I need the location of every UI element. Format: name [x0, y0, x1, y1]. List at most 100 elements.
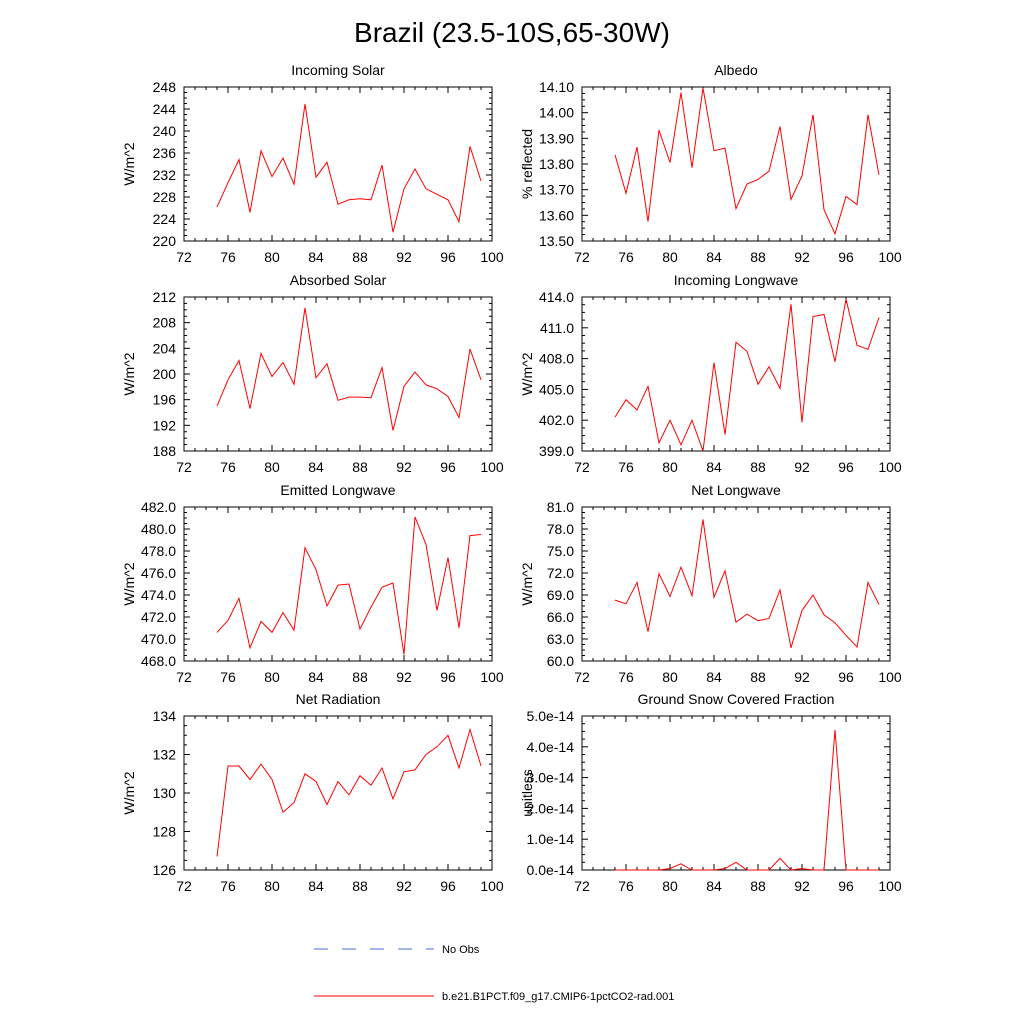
y-axis-label: W/m^2: [519, 562, 535, 605]
y-axis-label: W/m^2: [121, 771, 137, 814]
x-tick-label: 72: [176, 249, 192, 265]
x-tick-label: 84: [706, 669, 722, 685]
y-tick-label: 476.0: [141, 565, 176, 581]
x-tick-label: 100: [878, 878, 902, 894]
y-tick-label: 204: [153, 340, 177, 356]
y-tick-label: 474.0: [141, 587, 176, 603]
x-tick-label: 92: [396, 459, 412, 475]
y-tick-label: 3.0e-14: [527, 770, 575, 786]
x-tick-label: 76: [618, 459, 634, 475]
x-tick-label: 76: [618, 669, 634, 685]
panel-title: Albedo: [714, 62, 758, 78]
x-tick-label: 76: [220, 249, 236, 265]
x-tick-label: 76: [220, 669, 236, 685]
chart-panel-1: Incoming Solar W/m^2 72 76 80 84 88 92 96 100 220 2…: [121, 62, 504, 265]
x-tick-label: 88: [352, 249, 368, 265]
x-tick-label: 80: [662, 878, 678, 894]
x-tick-label: 84: [308, 669, 324, 685]
y-tick-label: 0.0e-14: [527, 862, 575, 878]
x-tick-label: 72: [574, 249, 590, 265]
x-tick-label: 92: [794, 669, 810, 685]
x-tick-label: 80: [662, 669, 678, 685]
x-tick-label: 92: [396, 249, 412, 265]
y-tick-label: 478.0: [141, 543, 176, 559]
plot-frame: [581, 86, 891, 242]
y-tick-label: 192: [153, 417, 177, 433]
y-tick-label: 69.0: [547, 587, 574, 603]
y-tick-label: 13.60: [539, 207, 574, 223]
y-tick-label: 232: [153, 167, 177, 183]
y-tick-label: 5.0e-14: [527, 708, 575, 724]
series-line: [216, 307, 482, 431]
x-tick-label: 96: [440, 249, 456, 265]
x-tick-label: 84: [706, 249, 722, 265]
chart-panel-7: Net Radiation W/m^2 72 76 80 84 88 92 96 100 126 12…: [121, 691, 504, 894]
y-tick-label: 208: [153, 315, 177, 331]
x-tick-label: 72: [176, 459, 192, 475]
series-line: [614, 87, 880, 236]
chart-panel-3: Absorbed Solar W/m^2 72 76 80 84 88 92 96 100 188 1…: [121, 272, 504, 475]
panel-title: Ground Snow Covered Fraction: [638, 691, 835, 707]
x-tick-label: 88: [352, 669, 368, 685]
x-tick-label: 72: [574, 459, 590, 475]
y-axis-label: unitless: [519, 769, 535, 816]
y-axis-label: % reflected: [519, 129, 535, 199]
panel-title: Absorbed Solar: [290, 272, 387, 288]
y-tick-label: 236: [153, 145, 177, 161]
chart-panel-6: Net Longwave W/m^2 72 76 80 84 88 92 96 100 60.0 63…: [519, 482, 902, 685]
x-tick-label: 96: [838, 459, 854, 475]
y-tick-label: 13.90: [539, 130, 574, 146]
chart-panel-8: Ground Snow Covered Fraction unitless 72 76…: [519, 691, 902, 894]
x-tick-label: 96: [440, 459, 456, 475]
y-tick-label: 470.0: [141, 631, 176, 647]
y-tick-label: 14.00: [539, 105, 574, 121]
y-tick-label: 75.0: [547, 543, 574, 559]
legend: No Obs b.e21.B1PCT.f09_g17.CMIP6-1pctCO2…: [314, 944, 674, 1003]
series-line: [216, 516, 482, 655]
y-tick-label: 248: [153, 79, 177, 95]
y-tick-label: 240: [153, 123, 177, 139]
y-tick-label: 411.0: [540, 320, 574, 336]
y-tick-label: 1.0e-14: [527, 831, 575, 847]
y-tick-label: 72.0: [547, 565, 574, 581]
y-tick-label: 63.0: [547, 631, 574, 647]
panel-title: Net Radiation: [296, 691, 381, 707]
x-tick-label: 96: [440, 878, 456, 894]
y-tick-label: 402.0: [539, 412, 574, 428]
x-tick-label: 100: [878, 669, 902, 685]
panel-title: Emitted Longwave: [280, 482, 395, 498]
x-tick-label: 88: [352, 459, 368, 475]
x-tick-label: 100: [878, 459, 902, 475]
x-tick-label: 88: [750, 669, 766, 685]
x-tick-label: 76: [618, 249, 634, 265]
x-tick-label: 92: [794, 878, 810, 894]
y-tick-label: 405.0: [539, 381, 574, 397]
x-tick-label: 80: [264, 459, 280, 475]
x-tick-label: 100: [480, 669, 504, 685]
y-tick-label: 130: [153, 785, 177, 801]
y-axis-label: W/m^2: [519, 352, 535, 395]
y-tick-label: 132: [153, 747, 177, 763]
series-line: [614, 519, 880, 649]
x-tick-label: 92: [396, 669, 412, 685]
y-tick-label: 66.0: [547, 609, 574, 625]
x-tick-label: 88: [750, 459, 766, 475]
x-tick-label: 80: [264, 249, 280, 265]
plot-frame: [581, 506, 891, 662]
y-tick-label: 244: [153, 101, 177, 117]
x-tick-label: 96: [838, 669, 854, 685]
legend-model-label: b.e21.B1PCT.f09_g17.CMIP6-1pctCO2-rad.00…: [442, 991, 674, 1003]
y-tick-label: 13.50: [539, 233, 574, 249]
chart-panel-2: Albedo % reflected 72 76 80 84 88 92 96 100 13.50 1…: [519, 62, 902, 265]
x-tick-label: 88: [750, 249, 766, 265]
x-tick-label: 72: [176, 669, 192, 685]
y-tick-label: 14.10: [539, 79, 574, 95]
chart-panel-5: Emitted Longwave W/m^2 72 76 80 84 88 92 96 100 46…: [121, 482, 504, 685]
main-title: Brazil (23.5-10S,65-30W): [354, 17, 670, 48]
y-tick-label: 472.0: [141, 609, 176, 625]
x-tick-label: 88: [352, 878, 368, 894]
series-line: [615, 729, 879, 871]
x-tick-label: 72: [574, 878, 590, 894]
x-tick-label: 84: [706, 878, 722, 894]
x-tick-label: 80: [264, 669, 280, 685]
